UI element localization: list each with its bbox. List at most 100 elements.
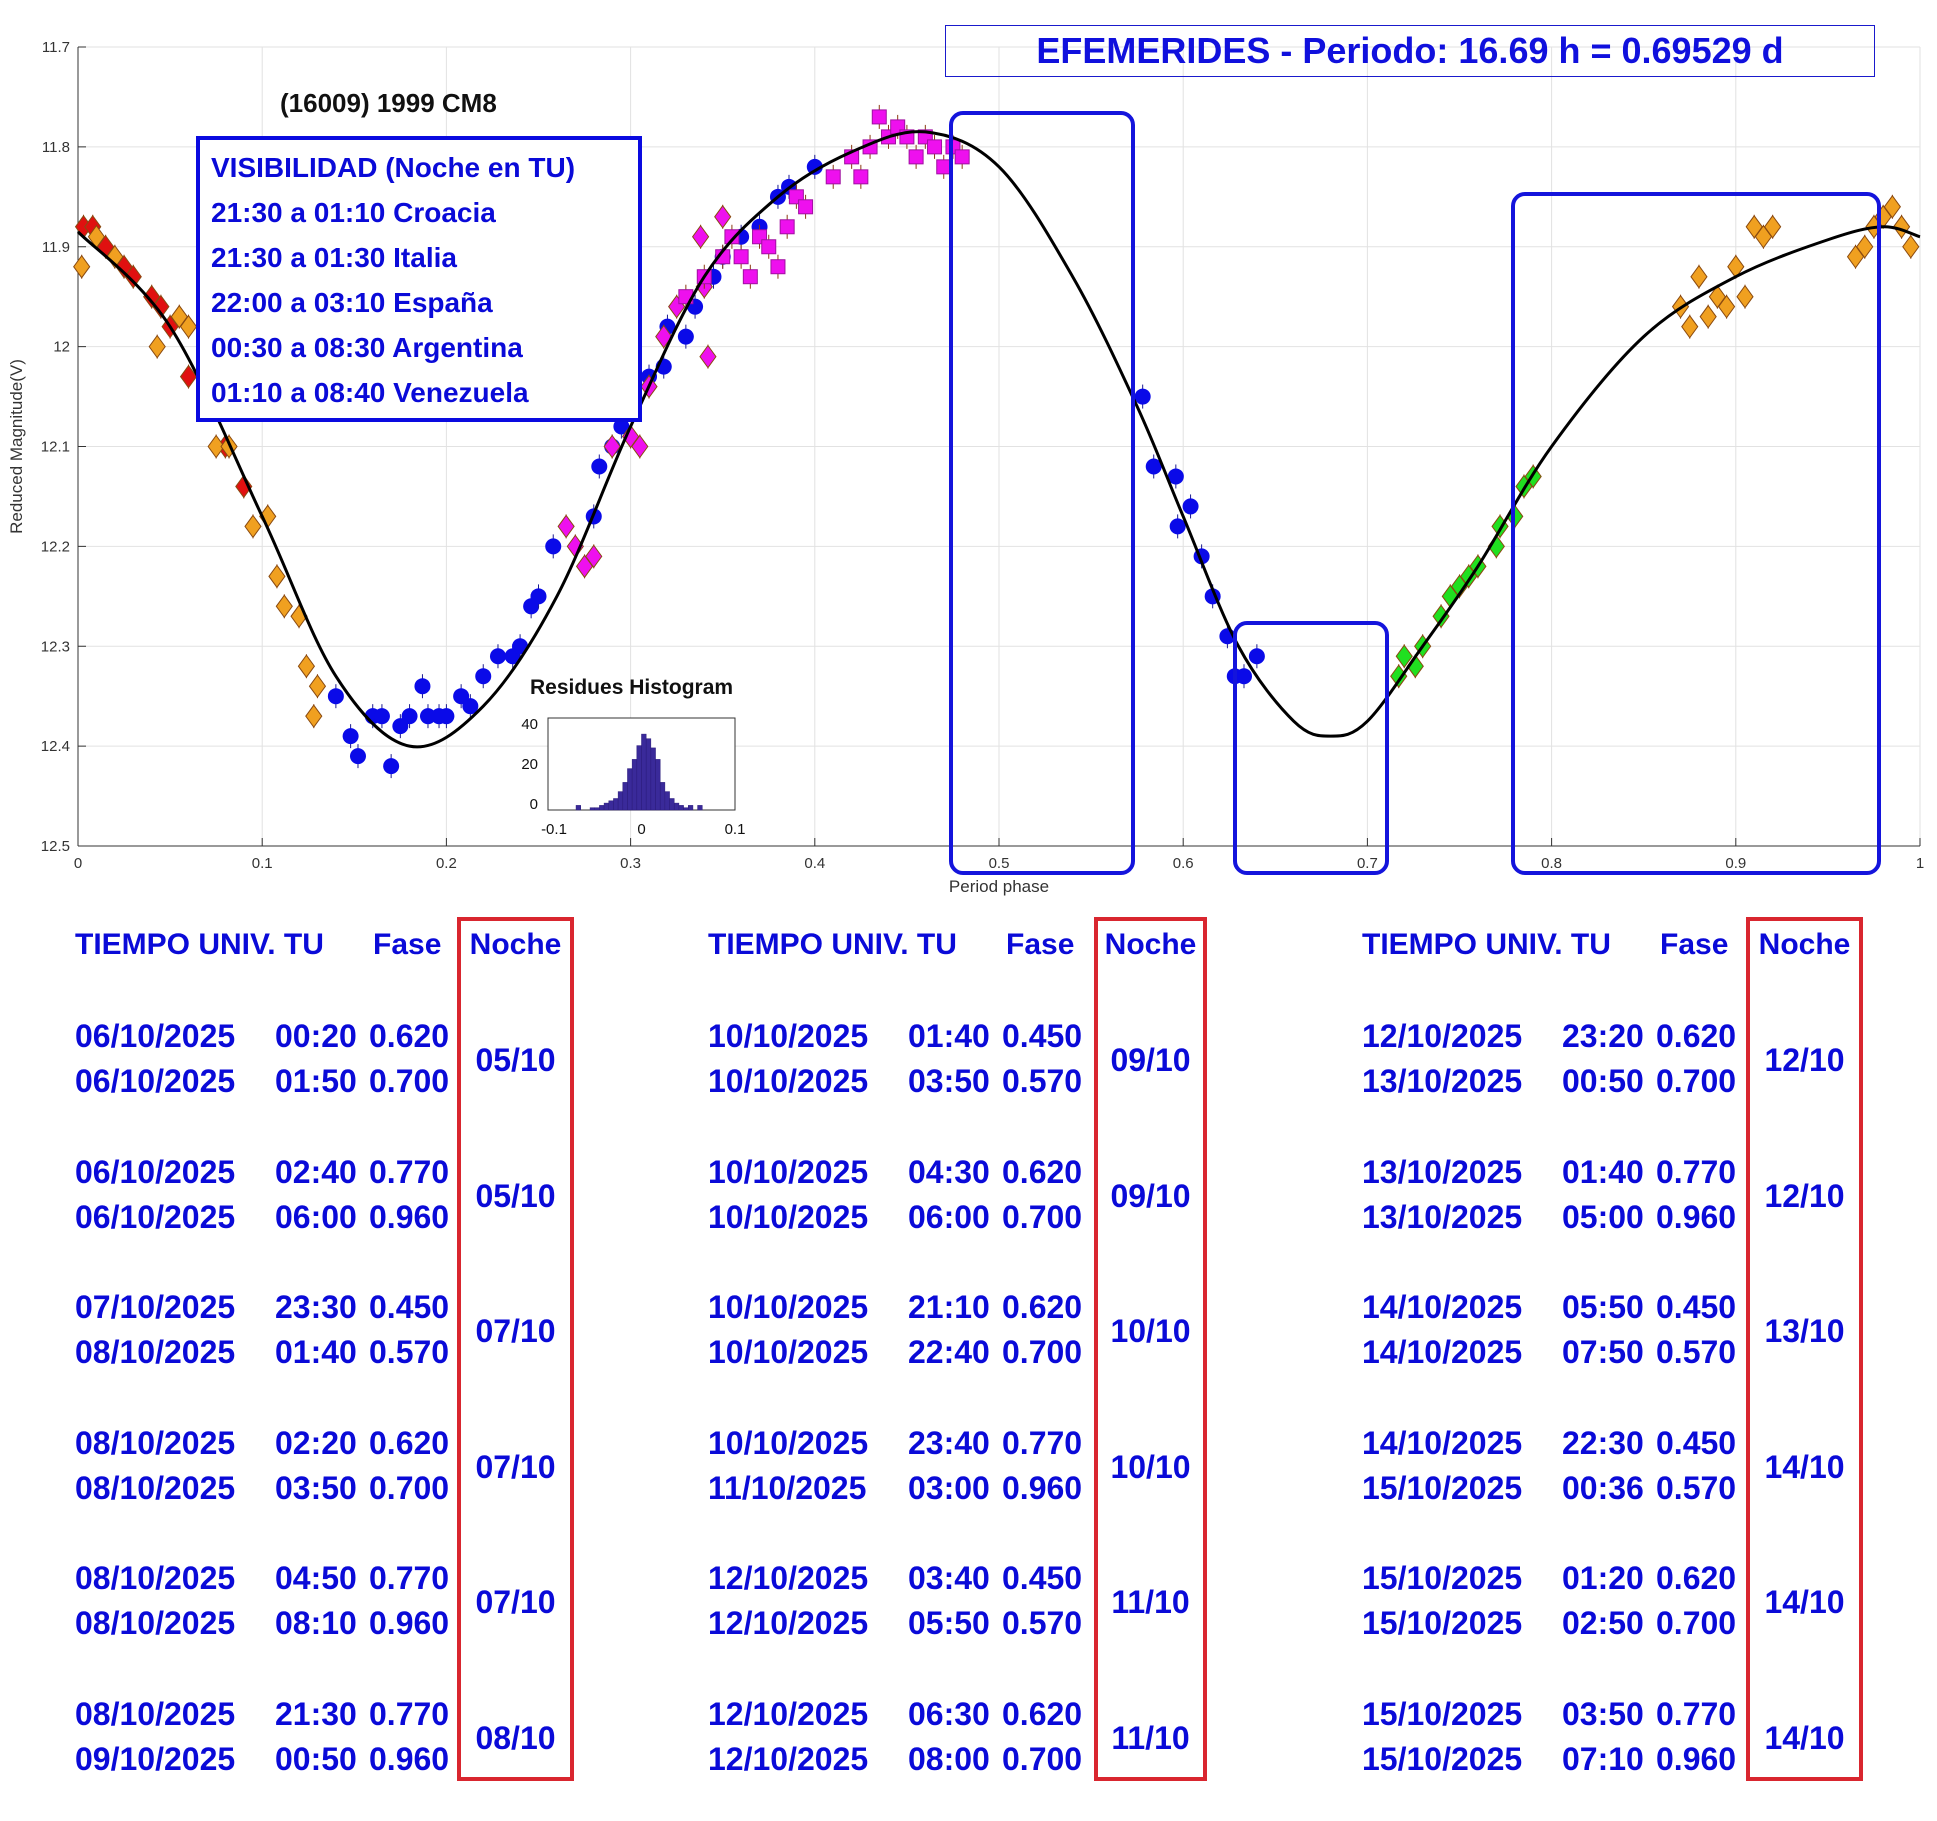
- row-time: 03:00: [908, 1469, 990, 1506]
- row-date: 15/10/2025: [1362, 1469, 1523, 1506]
- data-point-magenta-square: [927, 139, 943, 155]
- histogram-bar: [659, 782, 666, 811]
- data-point-orange: [1717, 294, 1736, 319]
- night-value: 07/10: [475, 1313, 556, 1349]
- row-time: 00:20: [275, 1018, 357, 1054]
- row-phase: 0.770: [1002, 1424, 1083, 1461]
- night-header: Noche: [1758, 928, 1851, 961]
- data-point-blue: [1134, 388, 1151, 405]
- data-point-orange: [1892, 214, 1911, 239]
- data-point-orange: [1681, 314, 1699, 339]
- phase-highlight-box: [949, 111, 1135, 875]
- row-time: 02:50: [1562, 1605, 1644, 1641]
- row-time: 02:20: [275, 1424, 357, 1461]
- data-point-magenta-square: [798, 199, 814, 215]
- row-phase: 0.700: [369, 1469, 450, 1506]
- row-phase: 0.450: [1656, 1289, 1737, 1325]
- x-tick-label: 1: [1916, 855, 1924, 872]
- visibility-line: 22:00 a 03:10 España: [211, 287, 493, 318]
- row-date: 08/10/2025: [75, 1334, 236, 1370]
- ephemeris-title: EFEMERIDES - Periodo: 16.69 h = 0.69529 …: [945, 25, 1875, 77]
- data-point-magenta-diamond: [691, 224, 710, 249]
- y-tick-label: 12.1: [41, 439, 70, 456]
- row-time: 22:30: [1562, 1424, 1644, 1461]
- data-point-blue: [373, 708, 390, 725]
- row-phase: 0.770: [1656, 1695, 1737, 1732]
- visibility-heading: VISIBILIDAD (Noche en TU): [211, 152, 576, 183]
- histogram-y-tick-label: 0: [530, 796, 538, 813]
- data-point-blue: [613, 418, 630, 435]
- row-time: 02:40: [275, 1153, 357, 1190]
- row-date: 06/10/2025: [75, 1153, 236, 1190]
- row-phase: 0.570: [369, 1334, 450, 1370]
- row-date: 06/10/2025: [75, 1063, 236, 1099]
- data-point-green: [1390, 664, 1408, 689]
- data-point-orange: [1690, 264, 1708, 289]
- row-phase: 0.620: [1002, 1289, 1083, 1325]
- data-point-red: [179, 364, 198, 389]
- row-phase: 0.620: [369, 1424, 450, 1461]
- data-point-magenta-square: [742, 269, 758, 285]
- data-point-blue: [327, 688, 344, 705]
- night-value: 14/10: [1764, 1448, 1845, 1485]
- row-time: 22:40: [908, 1334, 990, 1370]
- row-date: 08/10/2025: [75, 1469, 236, 1506]
- x-tick-label: 0.2: [436, 855, 457, 872]
- x-tick-label: 0: [74, 855, 82, 872]
- night-value: 09/10: [1110, 1042, 1191, 1078]
- data-point-orange: [305, 704, 323, 729]
- row-time: 21:30: [275, 1695, 357, 1732]
- data-point-blue: [1248, 648, 1265, 665]
- histogram-bar: [575, 805, 581, 811]
- row-phase: 0.620: [1002, 1153, 1083, 1190]
- row-phase: 0.770: [1656, 1153, 1737, 1190]
- header-phase: Fase: [1006, 928, 1075, 961]
- row-time: 05:00: [1562, 1198, 1644, 1235]
- night-value: 07/10: [475, 1448, 556, 1485]
- night-value: 05/10: [475, 1177, 556, 1214]
- row-phase: 0.960: [369, 1740, 450, 1777]
- row-date: 15/10/2025: [1362, 1605, 1523, 1641]
- fit-curve: [76, 130, 1921, 749]
- data-point-orange: [179, 314, 198, 339]
- histogram-bar: [650, 747, 656, 811]
- row-date: 15/10/2025: [1362, 1695, 1523, 1732]
- row-date: 08/10/2025: [75, 1560, 236, 1596]
- histogram-bar: [688, 805, 694, 811]
- x-tick-label: 0.9: [1725, 855, 1746, 872]
- row-date: 10/10/2025: [708, 1153, 869, 1190]
- night-value: 08/10: [475, 1719, 556, 1756]
- data-point-blue: [438, 708, 455, 725]
- data-point-magenta-square: [770, 259, 786, 275]
- data-point-magenta-square: [825, 169, 841, 185]
- data-point-magenta-diamond: [603, 434, 621, 459]
- night-value: 10/10: [1110, 1313, 1191, 1349]
- row-time: 05:50: [908, 1605, 990, 1641]
- y-tick-label: 12.3: [41, 638, 70, 655]
- data-point-blue: [1145, 458, 1162, 475]
- data-point-blue: [401, 708, 418, 725]
- y-tick-label: 11.7: [42, 39, 70, 56]
- row-date: 11/10/2025: [708, 1469, 867, 1506]
- histogram-bar: [697, 805, 703, 811]
- data-point-orange: [73, 254, 91, 279]
- row-date: 15/10/2025: [1362, 1560, 1523, 1596]
- row-date: 14/10/2025: [1362, 1424, 1523, 1461]
- phase-highlight-box: [1233, 621, 1389, 875]
- data-point-blue: [475, 668, 492, 685]
- row-date: 12/10/2025: [1362, 1018, 1523, 1054]
- header-time: TIEMPO UNIV. TU: [1362, 928, 1611, 961]
- data-point-blue: [1169, 518, 1186, 535]
- row-time: 06:30: [908, 1695, 990, 1732]
- row-phase: 0.570: [1656, 1334, 1737, 1370]
- night-value: 09/10: [1110, 1177, 1191, 1214]
- row-time: 07:50: [1562, 1334, 1644, 1370]
- data-point-magenta-square: [871, 109, 887, 125]
- histogram-bar: [683, 807, 689, 811]
- row-phase: 0.960: [369, 1605, 450, 1641]
- row-date: 08/10/2025: [75, 1424, 236, 1461]
- row-time: 03:50: [1562, 1695, 1644, 1732]
- histogram-x-tick-label: 0.1: [725, 821, 746, 838]
- data-point-magenta-square: [908, 149, 924, 165]
- data-point-orange: [268, 564, 286, 589]
